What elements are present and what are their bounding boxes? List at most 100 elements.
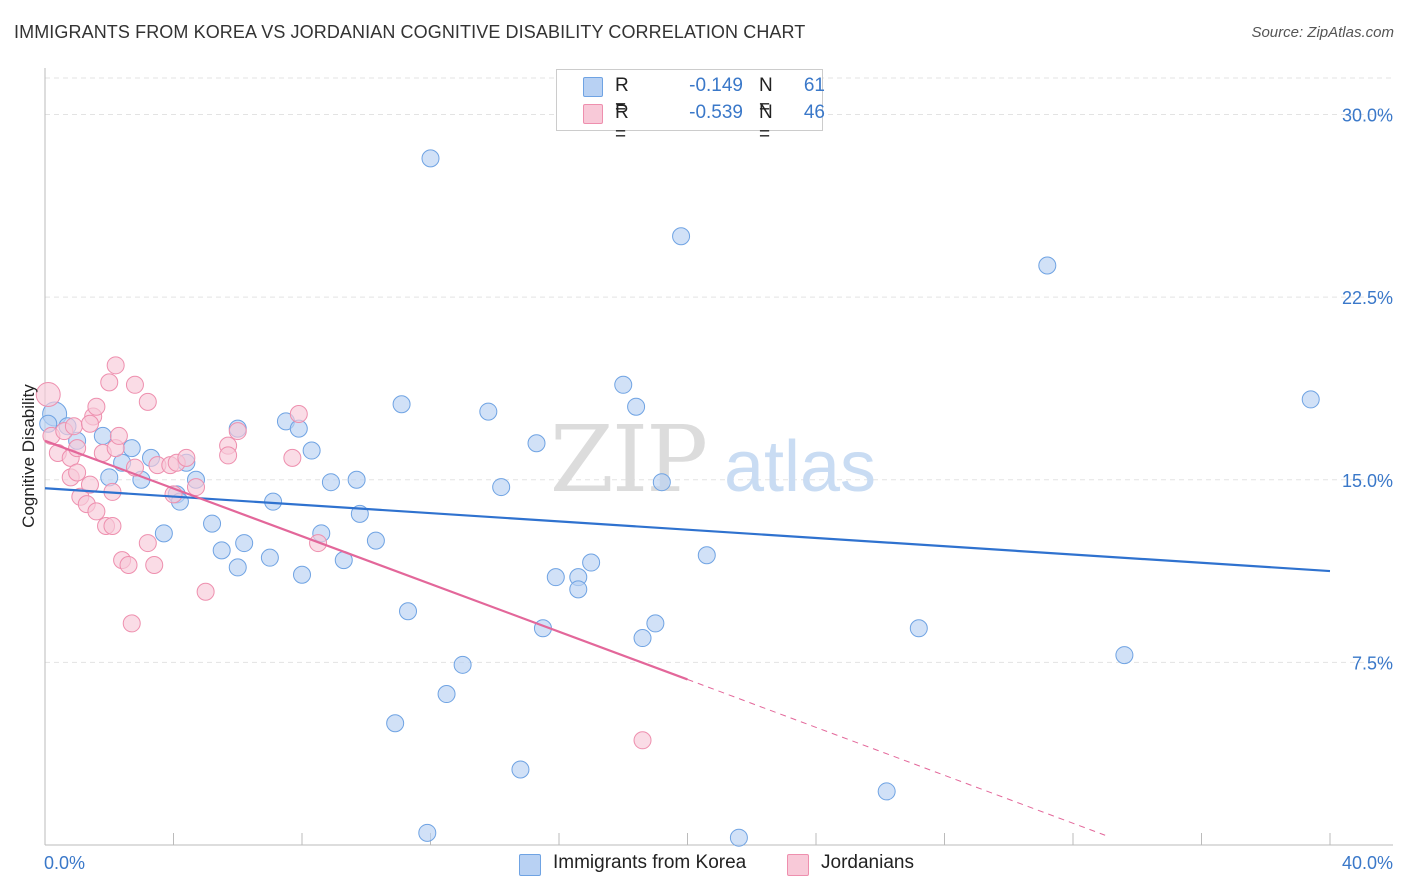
axes bbox=[44, 68, 1393, 846]
chart-title: IMMIGRANTS FROM KOREA VS JORDANIAN COGNI… bbox=[14, 22, 806, 42]
watermark-zip: ZIP bbox=[550, 406, 706, 513]
x-tick-label-max: 40.0% bbox=[1342, 853, 1393, 873]
korea-point bbox=[235, 534, 254, 553]
korea-point bbox=[672, 227, 691, 246]
korea-point bbox=[697, 546, 716, 565]
r-label: R = bbox=[615, 75, 629, 118]
korea-point bbox=[1115, 646, 1134, 665]
korea-point bbox=[633, 629, 652, 648]
korea-point bbox=[260, 548, 279, 567]
korea-point bbox=[729, 828, 748, 847]
jordan-swatch bbox=[583, 104, 603, 124]
korea-point bbox=[421, 149, 440, 168]
jordan-point bbox=[125, 375, 144, 394]
y-axis-title: Cognitive Disability bbox=[19, 384, 38, 528]
korea-point bbox=[366, 531, 385, 550]
jordan-trend-extension bbox=[687, 678, 1106, 836]
korea-point bbox=[1301, 390, 1320, 409]
stats-legend: R = -0.149 N = 61 R = -0.539 N = 46 bbox=[556, 69, 825, 145]
jordan-point bbox=[80, 475, 99, 494]
korea-point bbox=[527, 434, 546, 453]
source-label: Source: ZipAtlas.com bbox=[1251, 24, 1394, 41]
korea-point bbox=[479, 402, 498, 421]
korea-point bbox=[122, 439, 141, 458]
jordan-point bbox=[80, 414, 99, 433]
jordan-point bbox=[35, 382, 61, 408]
series-korea-points bbox=[39, 149, 1320, 847]
n-value: 46 bbox=[803, 102, 825, 123]
jordan-point bbox=[64, 417, 83, 436]
jordan-point bbox=[68, 463, 87, 482]
watermark-atlas: atlas bbox=[724, 427, 876, 507]
jordan-point bbox=[103, 517, 122, 536]
korea-swatch bbox=[583, 77, 603, 97]
korea-point bbox=[212, 541, 231, 560]
trend-lines bbox=[44, 439, 1331, 836]
korea-point bbox=[909, 619, 928, 638]
jordan-point bbox=[87, 502, 106, 521]
x-tick-label-min: 0.0% bbox=[44, 853, 85, 873]
korea-point bbox=[877, 782, 896, 801]
y-tick-label: 7.5% bbox=[1352, 653, 1393, 673]
korea-point bbox=[627, 397, 646, 416]
jordan-point bbox=[119, 555, 138, 574]
korea-point bbox=[652, 473, 671, 492]
r-value: -0.539 bbox=[689, 102, 743, 123]
korea-point bbox=[511, 760, 530, 779]
y-tick-label: 15.0% bbox=[1342, 471, 1393, 491]
korea-point bbox=[347, 470, 366, 489]
korea-point bbox=[228, 558, 247, 577]
korea-point bbox=[293, 565, 311, 584]
korea-point bbox=[614, 375, 633, 394]
korea-point bbox=[392, 395, 411, 414]
jordan-point bbox=[145, 555, 164, 574]
n-label: N = bbox=[759, 75, 773, 118]
jordan-legend-swatch bbox=[787, 854, 809, 876]
korea-point bbox=[546, 568, 565, 587]
jordan-point bbox=[122, 614, 141, 633]
korea-point bbox=[386, 714, 405, 733]
korea-legend-label: Immigrants from Korea bbox=[553, 852, 747, 873]
series-jordan-points bbox=[35, 356, 652, 750]
gridlines bbox=[45, 77, 1393, 663]
r-label: R = bbox=[615, 102, 629, 145]
jordan-point bbox=[87, 397, 106, 416]
korea-point bbox=[1038, 256, 1057, 275]
jordan-legend-label: Jordanians bbox=[821, 852, 914, 873]
korea-point bbox=[453, 655, 472, 674]
jordan-point bbox=[228, 422, 247, 441]
jordan-point bbox=[186, 478, 205, 497]
korea-trend-line bbox=[44, 487, 1331, 573]
jordan-point bbox=[106, 356, 125, 375]
korea-point bbox=[437, 685, 456, 704]
korea-point bbox=[569, 580, 588, 599]
korea-point bbox=[399, 602, 418, 621]
n-value: 61 bbox=[803, 75, 825, 96]
korea-legend-swatch bbox=[519, 854, 541, 876]
jordan-point bbox=[100, 373, 119, 392]
r-value: -0.149 bbox=[689, 75, 743, 96]
jordan-point bbox=[177, 448, 196, 467]
korea-point bbox=[646, 614, 665, 633]
korea-point bbox=[302, 441, 321, 460]
jordan-point bbox=[289, 405, 308, 424]
korea-point bbox=[203, 514, 222, 533]
jordan-point bbox=[68, 439, 87, 458]
jordan-point bbox=[196, 582, 215, 601]
y-tick-label: 22.5% bbox=[1342, 288, 1393, 308]
korea-point bbox=[492, 478, 511, 497]
y-tick-label: 30.0% bbox=[1342, 106, 1393, 126]
korea-point bbox=[93, 426, 112, 445]
jordan-point bbox=[138, 392, 157, 411]
korea-point bbox=[582, 553, 601, 572]
jordan-point bbox=[633, 731, 652, 750]
korea-point bbox=[154, 524, 173, 543]
jordan-point bbox=[109, 426, 128, 445]
jordan-point bbox=[138, 534, 157, 553]
n-label: N = bbox=[759, 102, 773, 145]
jordan-trend-line bbox=[44, 439, 688, 681]
korea-point bbox=[100, 468, 119, 487]
tick-labels: 7.5% 15.0% 22.5% 30.0% 0.0% 40.0% bbox=[44, 106, 1393, 873]
jordan-point bbox=[219, 446, 238, 465]
